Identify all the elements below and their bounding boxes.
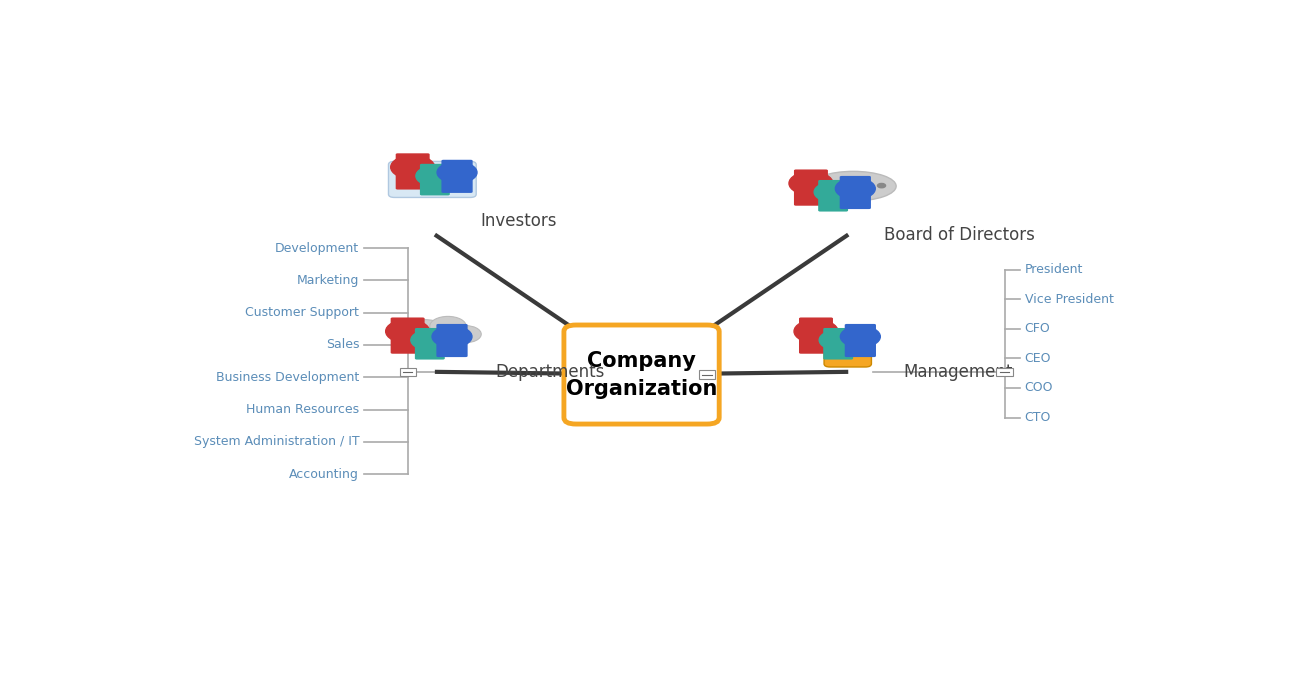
FancyBboxPatch shape <box>844 324 876 357</box>
Text: CEO: CEO <box>1025 352 1051 365</box>
Circle shape <box>829 183 837 188</box>
Text: Marketing: Marketing <box>297 274 359 287</box>
FancyBboxPatch shape <box>794 169 827 206</box>
FancyBboxPatch shape <box>818 180 848 212</box>
Text: Departments: Departments <box>496 363 605 381</box>
FancyBboxPatch shape <box>420 164 450 196</box>
Circle shape <box>416 166 454 186</box>
Circle shape <box>794 319 838 343</box>
Circle shape <box>448 167 472 180</box>
Circle shape <box>411 330 449 350</box>
FancyBboxPatch shape <box>824 331 872 367</box>
Circle shape <box>390 155 435 179</box>
Text: Company
Organization: Company Organization <box>566 350 717 398</box>
Text: Board of Directors: Board of Directors <box>883 226 1034 243</box>
FancyBboxPatch shape <box>837 340 860 356</box>
Text: Sales: Sales <box>325 338 359 352</box>
Circle shape <box>814 182 852 202</box>
FancyBboxPatch shape <box>799 317 833 354</box>
Text: Accounting: Accounting <box>289 468 359 481</box>
Circle shape <box>449 326 481 343</box>
FancyBboxPatch shape <box>563 325 719 424</box>
Circle shape <box>437 161 477 183</box>
Text: Development: Development <box>275 242 359 254</box>
Circle shape <box>385 319 429 343</box>
Circle shape <box>840 326 881 347</box>
FancyBboxPatch shape <box>389 161 476 197</box>
Circle shape <box>432 326 472 347</box>
Circle shape <box>429 317 466 336</box>
Circle shape <box>842 183 850 188</box>
FancyBboxPatch shape <box>390 317 424 354</box>
FancyBboxPatch shape <box>997 368 1012 376</box>
Text: President: President <box>1025 263 1082 276</box>
FancyBboxPatch shape <box>824 328 853 359</box>
Circle shape <box>788 171 833 195</box>
FancyBboxPatch shape <box>415 328 445 359</box>
Circle shape <box>820 330 857 350</box>
FancyBboxPatch shape <box>699 370 716 379</box>
Text: Human Resources: Human Resources <box>246 403 359 416</box>
FancyBboxPatch shape <box>396 153 429 189</box>
FancyBboxPatch shape <box>436 324 467 357</box>
Text: COO: COO <box>1025 382 1054 394</box>
Text: Management: Management <box>904 363 1013 381</box>
Circle shape <box>835 178 876 199</box>
Text: Business Development: Business Development <box>216 370 359 384</box>
Circle shape <box>853 183 861 188</box>
Text: CTO: CTO <box>1025 411 1051 424</box>
FancyBboxPatch shape <box>399 368 416 376</box>
Circle shape <box>402 319 448 343</box>
Text: Vice President: Vice President <box>1025 293 1114 305</box>
Ellipse shape <box>811 171 896 201</box>
Text: Investors: Investors <box>480 212 557 230</box>
Polygon shape <box>838 198 853 203</box>
Text: System Administration / IT: System Administration / IT <box>194 435 359 448</box>
FancyBboxPatch shape <box>839 176 870 209</box>
Circle shape <box>877 183 886 188</box>
FancyBboxPatch shape <box>441 160 472 193</box>
Circle shape <box>865 183 873 188</box>
Text: Customer Support: Customer Support <box>246 306 359 319</box>
Text: CFO: CFO <box>1025 322 1050 336</box>
